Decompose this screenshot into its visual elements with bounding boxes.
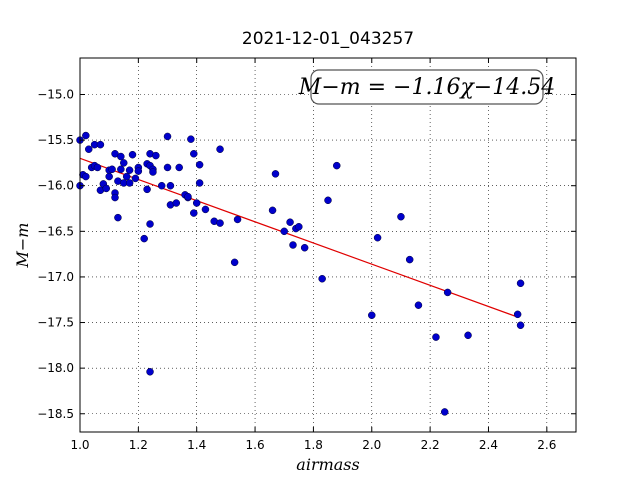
data-point xyxy=(405,255,414,264)
y-tick-label: −17.5 xyxy=(37,316,74,330)
plot-frame xyxy=(79,57,577,433)
data-point xyxy=(268,206,277,215)
data-point xyxy=(125,179,134,187)
chart-title: 2021-12-01_043257 xyxy=(242,29,414,49)
data-point xyxy=(163,132,172,141)
data-point xyxy=(333,161,341,170)
data-point xyxy=(295,223,303,231)
data-point xyxy=(82,131,90,140)
y-axis-label: M−m xyxy=(13,223,32,269)
y-tick-label: −18.0 xyxy=(37,361,74,375)
ticks-layer xyxy=(79,58,576,432)
data-point xyxy=(175,163,183,172)
data-point xyxy=(464,331,472,340)
data-point xyxy=(146,368,154,376)
data-point xyxy=(397,212,405,221)
y-tick-label: −15.0 xyxy=(37,87,74,101)
data-point xyxy=(108,165,116,174)
data-point xyxy=(187,135,195,143)
y-tick-label: −16.5 xyxy=(37,224,74,238)
data-point xyxy=(125,166,134,174)
y-tick-label: −18.5 xyxy=(37,407,74,421)
data-point xyxy=(192,199,201,207)
x-tick-label: 1.6 xyxy=(246,438,265,452)
data-point xyxy=(440,408,449,416)
data-point xyxy=(152,151,160,160)
data-point xyxy=(184,192,192,201)
data-point xyxy=(131,174,140,183)
y-tick-labels: −15.0 −15.5 −16.0 −16.5 −17.0 −17.5 −18.0 −18.5 xyxy=(37,87,74,420)
data-point xyxy=(216,145,224,153)
data-point xyxy=(117,152,125,161)
data-point xyxy=(128,150,137,159)
data-point xyxy=(230,258,239,267)
data-point xyxy=(516,321,525,330)
data-point xyxy=(140,234,148,243)
plot-area-background xyxy=(80,58,576,432)
data-point xyxy=(216,219,224,227)
data-point xyxy=(271,170,280,178)
x-tick-label: 1.8 xyxy=(304,438,323,452)
x-tick-label: 1.0 xyxy=(70,438,89,452)
fit-equation-frame xyxy=(310,69,544,105)
data-point xyxy=(157,181,166,190)
data-point xyxy=(286,218,294,226)
x-tick-labels: 1.0 1.2 1.4 1.6 1.8 2.0 2.2 2.4 2.6 xyxy=(70,438,556,452)
y-tick-label: −16.0 xyxy=(37,179,74,193)
data-point xyxy=(414,301,423,309)
data-point xyxy=(93,163,102,172)
data-point xyxy=(373,233,382,242)
data-point xyxy=(143,185,151,194)
data-point xyxy=(163,163,172,172)
data-point xyxy=(280,227,288,236)
data-point xyxy=(318,275,326,283)
data-point xyxy=(190,150,198,158)
data-point xyxy=(443,288,452,297)
x-tick-label: 1.2 xyxy=(129,438,148,452)
data-point xyxy=(122,172,131,181)
fit-equation-box: M−m = −1.16χ−14.54 xyxy=(298,69,555,105)
y-tick-label: −17.0 xyxy=(37,270,74,284)
data-point xyxy=(111,193,119,202)
points-layer xyxy=(76,131,525,416)
data-point xyxy=(195,179,204,187)
data-point xyxy=(117,165,125,174)
data-point xyxy=(149,168,157,176)
data-point xyxy=(513,310,522,319)
data-point xyxy=(300,243,309,252)
data-point xyxy=(105,172,113,181)
data-point xyxy=(516,279,525,288)
data-point xyxy=(85,145,93,153)
data-point xyxy=(324,196,332,205)
x-tick-label: 2.0 xyxy=(362,438,381,452)
x-axis-label: airmass xyxy=(296,455,359,474)
x-tick-label: 2.2 xyxy=(421,438,440,452)
x-tick-label: 2.6 xyxy=(537,438,556,452)
data-point xyxy=(195,160,204,169)
data-point xyxy=(114,213,122,222)
data-point xyxy=(432,333,440,341)
data-point xyxy=(201,205,210,214)
data-point xyxy=(166,181,175,190)
data-point xyxy=(172,199,181,207)
data-point xyxy=(368,311,376,319)
data-point xyxy=(82,172,90,181)
data-point xyxy=(190,209,198,217)
y-tick-label: −15.5 xyxy=(37,133,74,147)
data-point xyxy=(146,220,154,228)
x-tick-label: 2.4 xyxy=(479,438,498,452)
data-point xyxy=(134,167,143,175)
data-point xyxy=(289,241,297,249)
data-point xyxy=(96,140,105,149)
fit-equation: M−m = −1.16χ−14.54 xyxy=(298,75,555,100)
data-point xyxy=(102,184,111,193)
data-point xyxy=(120,159,128,167)
data-point xyxy=(233,215,242,224)
x-tick-label: 1.4 xyxy=(187,438,206,452)
